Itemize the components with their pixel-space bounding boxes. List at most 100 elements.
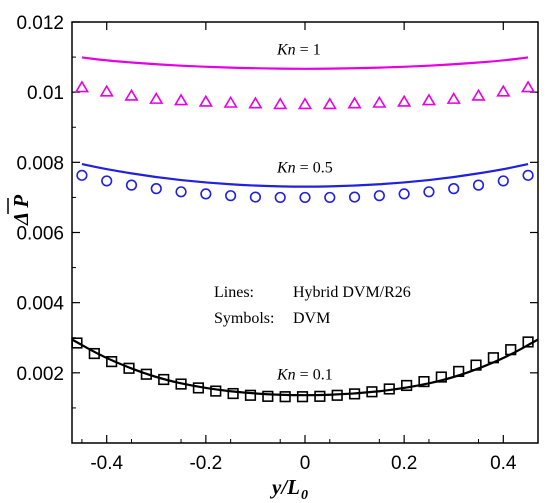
square-marker [331,389,343,401]
y-tick-label: 0.008 [16,153,64,174]
x-tick-label: 0.4 [490,453,517,474]
square-marker [366,386,378,398]
square-marker [505,344,517,356]
triangle-marker [496,84,511,97]
triangle-marker [421,93,437,106]
circle-marker [472,179,485,191]
annotation-value: = 0.1 [296,367,333,384]
square-marker [279,391,291,403]
circle-marker [274,191,286,204]
x-axis-title: y/L 0 [269,475,308,503]
curve-annotations: Kn = 1Kn = 0.5Kn = 0.1 [276,41,333,383]
y-axis-title-text: Δ P [9,195,33,226]
square-marker [140,368,152,380]
square-marker [192,382,205,394]
y-tick-label: 0.01 [27,83,64,104]
triangle-marker [446,91,461,104]
y-axis-title: Δ P [7,195,33,226]
circle-marker [101,175,113,187]
x-tick-label: -0.4 [90,453,123,474]
circle-marker [348,191,361,203]
legend-box: Lines: Hybrid DVM/R26 Symbols: DVM [214,284,411,327]
annotation-kn: Kn [276,367,296,384]
square-marker [348,388,361,400]
square-marker [262,390,274,402]
annotation-kn: Kn [276,41,296,58]
series-line [81,163,529,188]
square-marker [106,356,118,368]
triangle-marker [397,94,412,107]
square-marker [453,365,465,378]
square-marker [401,379,413,392]
square-marker [383,383,395,395]
square-marker [296,391,309,403]
legend-symbols-value: DVM [293,310,330,327]
annotation-value: = 0.5 [296,160,333,177]
series-line [81,56,529,70]
legend-symbols-key: Symbols: [214,310,274,327]
annotation-kn: Kn [276,160,296,177]
circle-marker [175,186,187,198]
square-marker [158,373,170,386]
series-layer [71,56,539,403]
triangle-marker [471,88,486,101]
circle-marker [398,188,410,200]
square-marker [88,347,100,360]
circle-marker [497,175,509,187]
circle-marker [299,191,311,204]
triangle-marker [273,97,288,110]
triangle-marker [520,80,536,93]
x-tick-label: 0 [300,453,311,474]
triangle-marker [248,96,263,109]
triangle-marker [198,94,213,107]
triangle-marker [223,95,238,108]
square-marker [123,362,135,374]
circle-marker [423,186,435,198]
square-marker [435,371,447,383]
square-marker [418,376,430,388]
curve-annotation: Kn = 0.5 [276,160,333,177]
square-marker [522,336,534,348]
triangle-marker [124,88,139,101]
circle-marker [448,183,460,195]
legend-lines-key: Lines: [214,284,254,301]
square-marker [487,352,499,364]
square-marker [175,378,187,390]
circle-marker [125,179,138,191]
annotation-value: = 1 [296,41,321,58]
x-axis-title-subscript: 0 [301,488,308,503]
square-marker [227,387,239,400]
circle-marker [150,183,162,195]
circle-marker [249,191,262,203]
circle-marker [76,169,88,181]
square-marker [470,359,482,371]
x-tick-label: -0.2 [189,453,222,474]
triangle-marker [322,97,337,110]
triangle-marker [372,95,387,108]
axis-ticks: -0.4 -0.2 0 0.2 0.4 0.002 0.004 0.006 0.008 0.01 0… [16,13,538,474]
triangle-marker [149,91,164,104]
y-tick-label: 0.002 [16,364,64,385]
curve-annotation: Kn = 1 [276,41,321,58]
triangle-marker [74,80,90,93]
square-marker [314,390,326,402]
x-tick-label: 0.2 [391,453,417,474]
square-marker [71,337,83,349]
circle-marker [324,191,336,204]
triangle-marker [173,93,189,106]
square-marker [244,389,257,401]
y-tick-label: 0.012 [16,13,64,34]
circle-marker [200,188,212,200]
legend-lines-value: Hybrid DVM/R26 [293,284,411,301]
circle-marker [225,190,237,202]
curve-annotation: Kn = 0.1 [276,367,333,384]
y-tick-label: 0.006 [16,224,64,245]
square-marker [210,385,222,397]
triangle-marker [347,96,362,109]
circle-marker [522,169,534,181]
triangle-marker [297,97,313,110]
x-axis-title-main: y/L [269,475,300,499]
triangle-marker [99,84,114,97]
y-tick-label: 0.004 [16,294,64,315]
